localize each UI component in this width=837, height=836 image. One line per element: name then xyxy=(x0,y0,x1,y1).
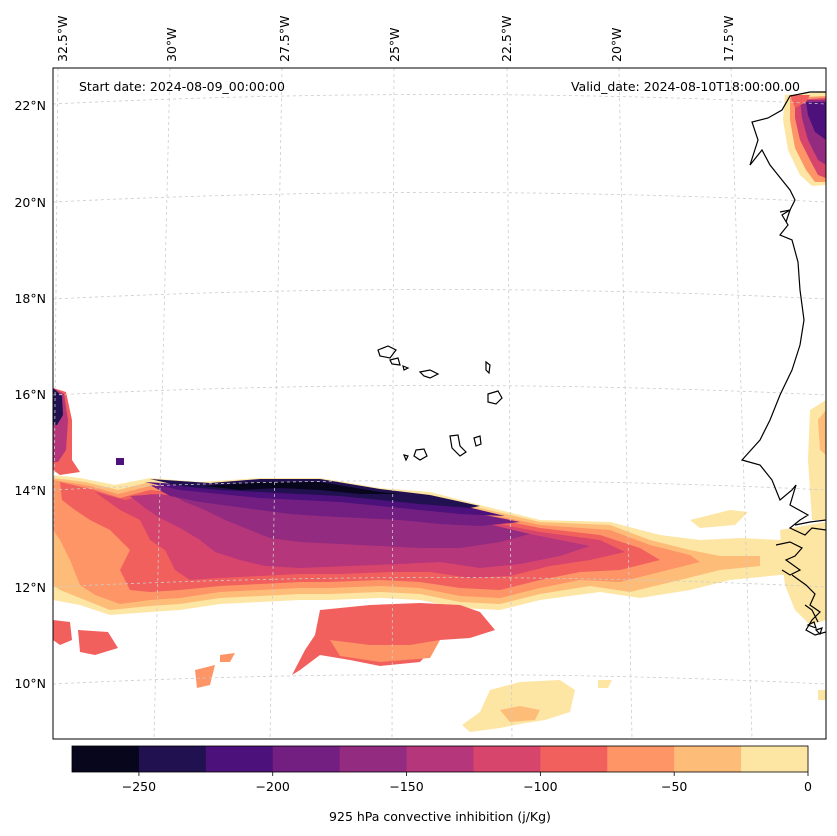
lat-label-10N: 10°N xyxy=(14,676,46,691)
cin-band-below-250 xyxy=(205,482,400,494)
island-maio xyxy=(473,435,482,447)
lon-label-17.5W: 17.5°W xyxy=(721,16,736,62)
colorbar-tick-label: 0 xyxy=(804,779,812,794)
colorbar-tick-label: −100 xyxy=(523,779,557,794)
lat-label-12N: 12°N xyxy=(14,580,46,595)
island-boa-vista xyxy=(487,390,503,405)
lat-label-22N: 22°N xyxy=(14,98,46,113)
coastlines xyxy=(377,91,826,636)
colorbar-segment xyxy=(540,746,608,772)
island-santa-luzia xyxy=(402,365,410,371)
colorbar-segments xyxy=(72,746,809,772)
colorbar-segment xyxy=(674,746,742,772)
grid-lon-22.5 xyxy=(506,68,513,739)
island-sao-nicolau xyxy=(418,369,440,379)
senegal-coast-south xyxy=(775,541,803,576)
colorbar-segment xyxy=(138,746,207,772)
colorbar-segment xyxy=(339,746,408,772)
start-date-label: Start date: 2024-08-09_00:00:00 xyxy=(79,79,285,94)
lon-label-30W: 30°W xyxy=(164,27,179,62)
cin-south-west-patch2 xyxy=(78,630,118,655)
colorbar-segment xyxy=(473,746,541,772)
valid-date-label: Valid_date: 2024-08-10T18:00:00.00 xyxy=(571,79,800,94)
lat-label-16N: 16°N xyxy=(14,387,46,402)
guinea-bissau-coast xyxy=(791,574,826,636)
colorbar-ticks: −250 −200 −150 −100 −50 0 xyxy=(122,772,812,794)
island-sal xyxy=(485,360,491,375)
lat-tick-labels: 22°N 20°N 18°N 16°N 14°N 12°N 10°N xyxy=(14,98,46,691)
lon-label-22.5W: 22.5°W xyxy=(499,16,514,62)
grid-lat-18 xyxy=(53,289,826,300)
grid-lat-14 xyxy=(53,480,826,491)
coast-detail-1 xyxy=(804,604,819,623)
colorbar-segment xyxy=(406,746,474,772)
colorbar-tick-label: −150 xyxy=(389,779,423,794)
cin-east-patch xyxy=(690,510,748,528)
cin-south-light-3 xyxy=(598,680,612,688)
grid-lat-22 xyxy=(53,94,826,105)
west-africa-coast xyxy=(740,91,826,536)
cin-ne-e xyxy=(806,102,826,140)
lon-label-25W: 25°W xyxy=(387,27,402,62)
grid-lat-16 xyxy=(53,385,826,396)
island-fogo xyxy=(413,448,428,461)
lat-label-18N: 18°N xyxy=(14,291,46,306)
colorbar-outline xyxy=(71,745,809,773)
cin-coast-right-band xyxy=(780,522,826,625)
colorbar-label: 925 hPa convective inhibition (j/Kg) xyxy=(329,809,551,824)
coast-detail-2 xyxy=(779,209,791,223)
island-sao-vicente xyxy=(389,357,401,366)
cin-south-west-patch xyxy=(53,620,72,645)
colorbar: −250 −200 −150 −100 −50 0 925 hPa convective … xyxy=(71,745,812,824)
cin-south-light-2 xyxy=(500,706,540,722)
grid-lat-12 xyxy=(53,577,826,588)
colorbar-segment xyxy=(272,746,341,772)
colorbar-tick-label: −50 xyxy=(661,779,687,794)
grid-lon-27.5 xyxy=(269,68,283,739)
grid-lon-30 xyxy=(153,68,171,739)
cin-patch-b xyxy=(220,653,235,662)
cin-ne-f xyxy=(790,95,810,108)
cin-contour-fill xyxy=(53,92,826,732)
grid-lon-17.5 xyxy=(730,68,753,739)
cin-west-edge-inner xyxy=(53,388,63,425)
colorbar-tick-label: −250 xyxy=(122,779,156,794)
colorbar-segment xyxy=(205,746,274,772)
colorbar-segment xyxy=(607,746,675,772)
island-santo-antao xyxy=(377,345,397,359)
island-brava xyxy=(403,454,409,462)
map-frame xyxy=(52,67,827,740)
colorbar-segment xyxy=(741,746,809,772)
bijagos-2 xyxy=(814,627,823,636)
cin-west-speck xyxy=(116,458,124,465)
grid-lon-25 xyxy=(391,68,395,739)
island-santiago xyxy=(449,434,467,457)
lon-tick-labels: 32.5°W 30°W 27.5°W 25°W 22.5°W 20°W 17.5… xyxy=(55,16,736,62)
grid-lat-10 xyxy=(53,674,826,685)
cin-patch-a xyxy=(195,665,215,688)
cin-south-lobe xyxy=(292,603,495,675)
gambia-river xyxy=(794,519,826,526)
colorbar-segment xyxy=(72,746,140,772)
lon-label-27.5W: 27.5°W xyxy=(277,16,292,62)
cin-east-edge-dots xyxy=(818,690,826,700)
lat-label-14N: 14°N xyxy=(14,483,46,498)
grid-lon-20 xyxy=(618,68,633,739)
bijagos-1 xyxy=(806,621,817,630)
lat-label-20N: 20°N xyxy=(14,195,46,210)
colorbar-tick-label: −200 xyxy=(256,779,290,794)
grid-lat-20 xyxy=(53,192,826,203)
lon-label-20W: 20°W xyxy=(609,27,624,62)
map-gridlines xyxy=(53,68,826,739)
cin-south-lobe-light xyxy=(330,640,440,662)
cin-south-light xyxy=(462,680,575,732)
lon-label-32.5W: 32.5°W xyxy=(55,16,70,62)
cin-east-edge-strip2 xyxy=(818,410,826,455)
